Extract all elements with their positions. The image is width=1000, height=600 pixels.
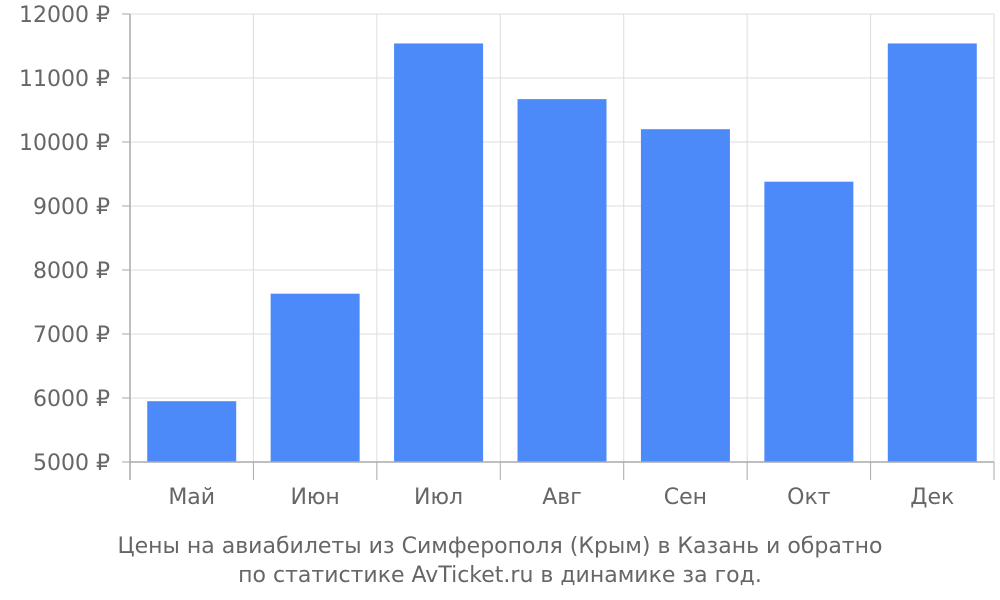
y-tick-label: 10000 ₽ <box>19 131 110 156</box>
bar-1 <box>147 401 237 462</box>
bar-5 <box>640 129 730 462</box>
y-tick-label: 7000 ₽ <box>33 323 110 348</box>
y-tick-label: 11000 ₽ <box>19 67 110 92</box>
bars <box>147 43 977 463</box>
bar-4 <box>517 99 607 463</box>
bar-3 <box>394 43 484 462</box>
y-tick-label: 9000 ₽ <box>33 195 110 220</box>
chart-caption-line-1: Цены на авиабилеты из Симферополя (Крым)… <box>117 534 883 559</box>
y-tick-label: 8000 ₽ <box>33 259 110 284</box>
x-tick-label: Июл <box>414 485 463 510</box>
y-tick-label: 6000 ₽ <box>33 387 110 412</box>
x-tick-label: Окт <box>787 485 831 510</box>
x-tick-label: Май <box>168 485 215 510</box>
chart-caption-line-2: по статистике AvTicket.ru в динамике за … <box>238 563 762 588</box>
bar-7 <box>887 43 977 462</box>
tick-labels: 5000 ₽ 6000 ₽ 7000 ₽ 8000 ₽ 9000 ₽ 10000 ₽ 110… <box>19 3 954 510</box>
bar-6 <box>764 181 854 462</box>
x-tick-label: Авг <box>542 485 582 510</box>
x-tick-label: Дек <box>910 485 954 510</box>
x-tick-label: Июн <box>290 485 339 510</box>
bar-2 <box>270 293 360 462</box>
axes <box>122 13 995 480</box>
y-tick-label: 5000 ₽ <box>33 451 110 476</box>
x-tick-label: Сен <box>664 485 707 510</box>
y-tick-label: 12000 ₽ <box>19 3 110 28</box>
